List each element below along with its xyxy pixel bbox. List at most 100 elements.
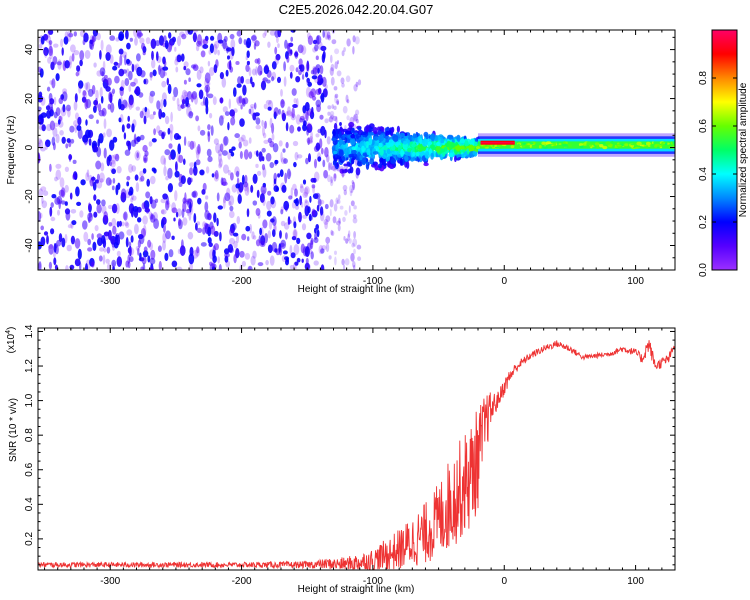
noise-blob	[88, 138, 92, 146]
noise-blob	[212, 255, 217, 264]
transition-blob	[372, 127, 378, 135]
noise-blob	[197, 125, 201, 132]
noise-blob	[346, 115, 350, 121]
noise-blob	[167, 83, 172, 95]
transition-blob	[435, 145, 441, 153]
noise-blob	[38, 106, 42, 111]
noise-blob	[53, 122, 59, 128]
noise-blob	[284, 39, 288, 49]
noise-blob	[236, 96, 241, 104]
noise-blob	[187, 91, 192, 100]
noise-blob	[74, 258, 81, 267]
noise-blob	[274, 46, 278, 55]
noise-blob	[98, 255, 103, 262]
noise-blob	[319, 114, 324, 120]
noise-blob	[41, 124, 46, 132]
noise-blob	[163, 99, 167, 108]
noise-blob	[159, 35, 164, 46]
noise-blob	[160, 198, 166, 204]
snr-y-tick-label: 0.4	[24, 497, 35, 511]
noise-blob	[301, 258, 304, 263]
transition-blob	[345, 130, 352, 135]
noise-blob	[343, 47, 346, 52]
noise-blob	[103, 247, 107, 253]
noise-blob	[175, 211, 179, 218]
noise-blob	[94, 225, 99, 232]
transition-blob	[342, 156, 346, 162]
noise-blob	[317, 156, 322, 162]
noise-blob	[246, 50, 250, 58]
noise-blob	[53, 96, 57, 106]
noise-blob	[38, 211, 42, 222]
noise-blob	[183, 61, 189, 68]
carrier-speckle	[492, 144, 495, 147]
noise-blob	[349, 190, 353, 197]
noise-blob	[150, 249, 156, 260]
noise-blob	[222, 38, 227, 50]
noise-blob	[168, 249, 174, 258]
noise-blob	[253, 102, 257, 110]
transition-blob	[403, 135, 409, 139]
noise-blob	[306, 232, 312, 240]
transition-blob	[450, 142, 456, 148]
noise-blob	[68, 153, 72, 162]
noise-blob	[224, 192, 231, 202]
noise-blob	[278, 140, 283, 147]
noise-blob	[69, 55, 73, 65]
noise-blob	[44, 49, 48, 58]
noise-blob	[130, 197, 134, 203]
noise-blob	[74, 93, 78, 103]
noise-blob	[297, 44, 304, 54]
noise-blob	[50, 228, 55, 235]
noise-blob	[50, 202, 54, 208]
noise-blob	[272, 229, 276, 238]
carrier-speckle	[643, 146, 648, 148]
noise-blob	[208, 67, 215, 76]
noise-blob	[245, 64, 250, 72]
noise-blob	[67, 224, 73, 229]
noise-blob	[91, 233, 94, 240]
noise-blob	[38, 43, 43, 49]
noise-blob	[149, 90, 156, 97]
noise-blob	[133, 133, 137, 144]
noise-blob	[228, 200, 232, 206]
noise-blob	[166, 77, 169, 86]
noise-blob	[259, 227, 262, 236]
noise-blob	[181, 239, 184, 251]
noise-blob	[235, 183, 240, 189]
noise-blob	[134, 174, 139, 181]
noise-blob	[77, 248, 82, 260]
noise-blob	[109, 35, 116, 41]
snr-x-ticks: -300 -200 -100 0 100	[44, 328, 676, 587]
noise-blob	[353, 84, 358, 92]
transition-blob	[391, 151, 398, 155]
noise-blob	[242, 84, 247, 96]
noise-blob	[149, 242, 154, 251]
noise-blob	[290, 36, 294, 42]
transition-blob	[385, 130, 390, 136]
transition-blob	[399, 158, 403, 166]
noise-blob	[210, 125, 214, 136]
noise-blob	[327, 31, 331, 39]
noise-blob	[213, 138, 219, 145]
noise-blob	[195, 248, 200, 257]
colorbar: 0.0 0.2 0.4 0.6 0.8 Normalized spectral ampl…	[698, 29, 749, 277]
noise-blob	[50, 216, 56, 222]
noise-blob	[137, 32, 144, 37]
carrier-speckle	[542, 146, 548, 149]
noise-blob	[308, 153, 311, 163]
noise-blob	[241, 174, 245, 185]
noise-blob	[87, 247, 93, 252]
noise-blob	[324, 30, 329, 40]
noise-blob	[49, 206, 53, 217]
noise-blob	[305, 71, 309, 78]
noise-blob	[339, 205, 344, 210]
noise-blob	[248, 137, 252, 144]
noise-blob	[298, 58, 303, 66]
noise-blob	[125, 222, 130, 228]
noise-blob	[113, 153, 119, 160]
noise-blob	[330, 76, 335, 86]
spectrogram-x-tick-label: 100	[627, 276, 644, 287]
noise-blob	[271, 76, 275, 82]
transition-blob	[421, 139, 428, 147]
